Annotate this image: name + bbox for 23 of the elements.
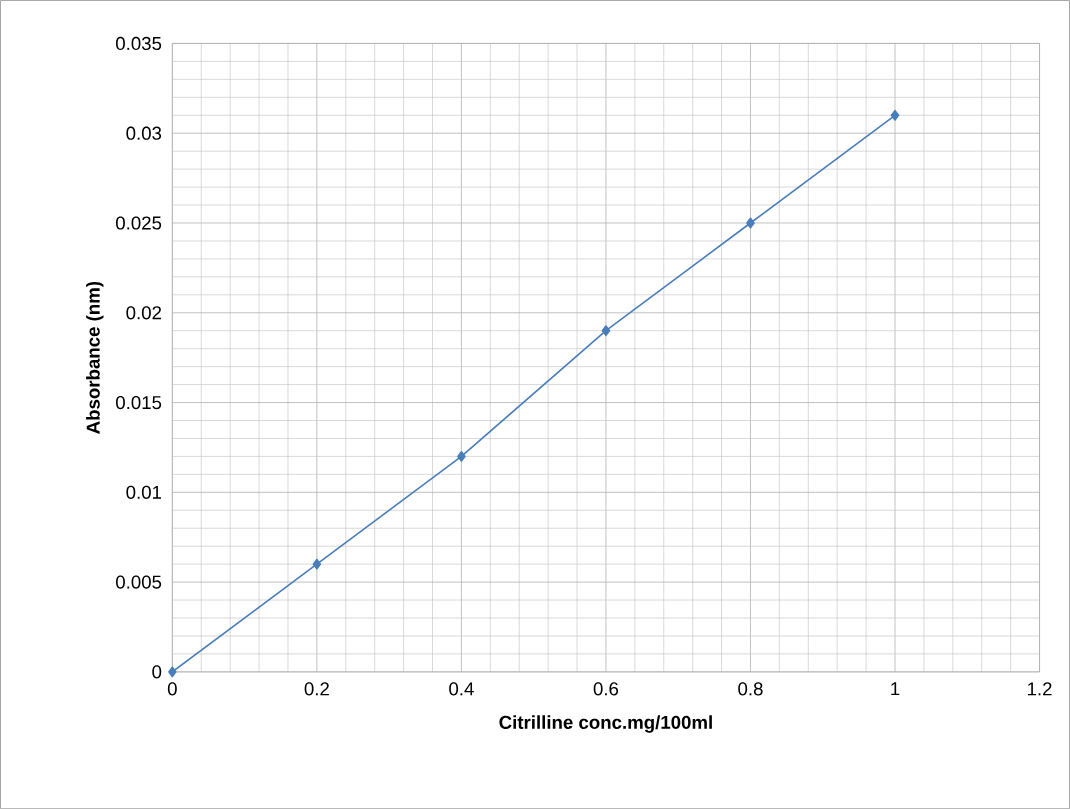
x-tick-label: 0.2 (304, 682, 329, 696)
x-tick-label: 1.2 (1027, 682, 1052, 696)
y-tick-label: 0.03 (126, 126, 162, 140)
y-tick-label: 0 (152, 665, 162, 679)
x-tick-label: 0.8 (738, 682, 763, 696)
x-tick-label: 1 (891, 682, 900, 695)
y-tick-label: 0.015 (116, 395, 162, 410)
x-axis-title: Citrilline conc.mg/100ml (499, 715, 712, 733)
point (601, 325, 611, 337)
y-axis-title: Absorbance (nm) (86, 281, 104, 434)
point (890, 109, 900, 121)
y-tick-label: 0.02 (126, 306, 162, 320)
point (312, 558, 322, 570)
y-tick-label: 0.01 (126, 485, 162, 499)
x-tick-label: 0.4 (449, 682, 474, 696)
y-tick-label: 0.025 (116, 216, 162, 230)
point (746, 217, 755, 229)
y-tick-label: 0.035 (116, 36, 162, 50)
y-tick-label: 0.005 (116, 575, 162, 589)
x-tick-label: 0 (167, 682, 177, 696)
point (457, 450, 466, 462)
x-tick-label: 0.6 (593, 682, 619, 696)
point (168, 666, 177, 678)
